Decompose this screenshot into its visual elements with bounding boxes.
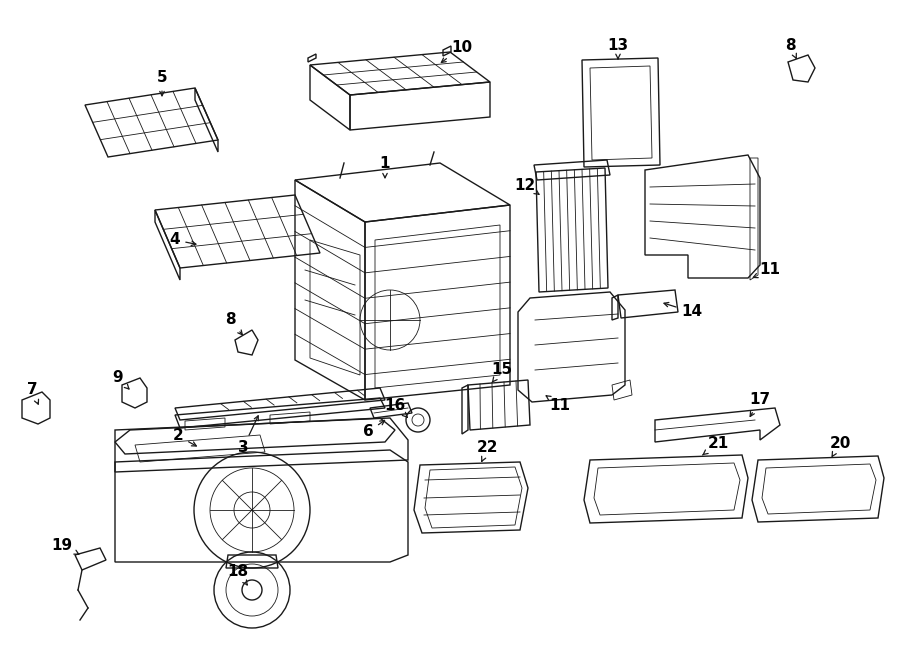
Text: 11: 11 xyxy=(753,262,780,278)
Text: 8: 8 xyxy=(785,38,796,58)
Text: 18: 18 xyxy=(228,564,248,585)
Text: 17: 17 xyxy=(750,393,770,416)
Text: 8: 8 xyxy=(225,313,242,334)
Text: 6: 6 xyxy=(363,420,384,440)
Text: 19: 19 xyxy=(51,537,79,555)
Text: 21: 21 xyxy=(703,436,729,455)
Text: 20: 20 xyxy=(829,436,850,457)
Text: 3: 3 xyxy=(238,416,258,455)
Text: 14: 14 xyxy=(664,303,703,319)
Text: 13: 13 xyxy=(608,38,628,59)
Text: 12: 12 xyxy=(515,178,539,194)
Text: 5: 5 xyxy=(157,71,167,96)
Text: 2: 2 xyxy=(173,428,196,446)
Text: 10: 10 xyxy=(441,40,472,63)
Text: 11: 11 xyxy=(546,396,571,412)
Text: 22: 22 xyxy=(477,440,499,461)
Text: 15: 15 xyxy=(491,362,513,383)
Text: 16: 16 xyxy=(384,397,408,417)
Text: 7: 7 xyxy=(27,383,39,404)
Text: 1: 1 xyxy=(380,155,391,178)
Text: 4: 4 xyxy=(170,233,196,247)
Text: 9: 9 xyxy=(112,371,129,389)
